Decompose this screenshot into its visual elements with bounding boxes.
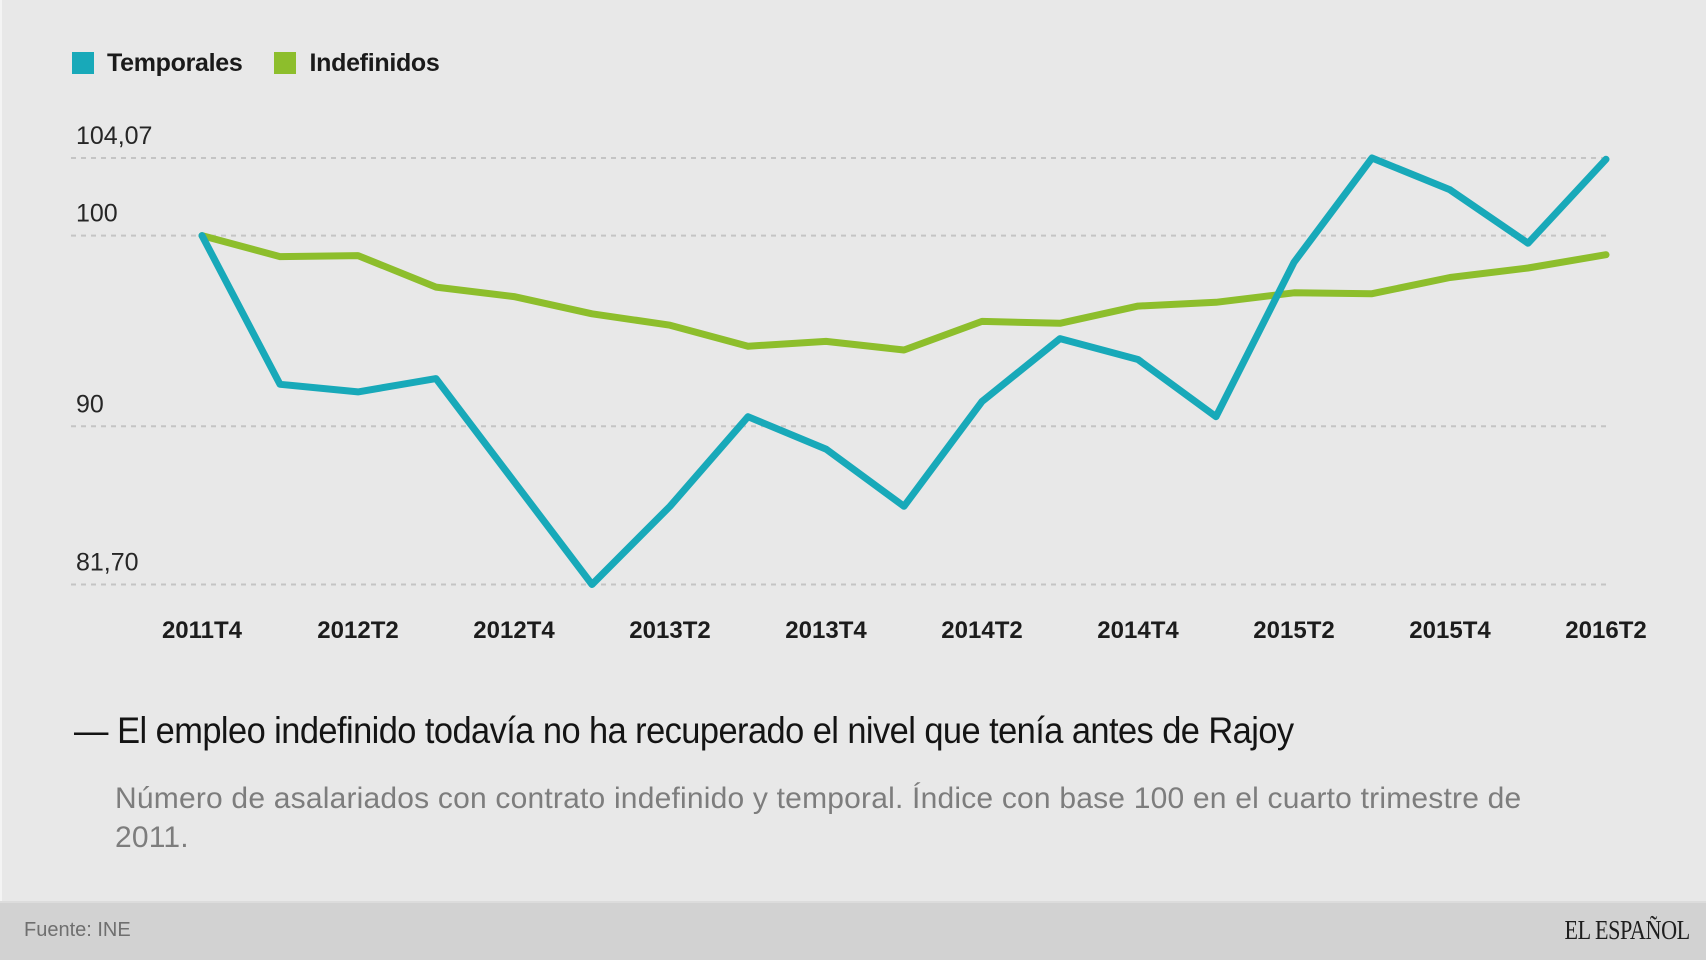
x-tick-label: 2012T2 (317, 617, 398, 644)
x-tick-label: 2011T4 (162, 617, 243, 644)
legend-label-temporales: Temporales (107, 48, 243, 77)
legend-item-indefinidos: Indefinidos (274, 48, 440, 78)
legend-swatch-indefinidos (274, 52, 297, 74)
chart-panel: Temporales Indefinidos 104,07 100 90 81,70 … (0, 0, 1647, 901)
x-tick-label: 2014T4 (1097, 617, 1179, 644)
y-axis-ticks: 104,07 100 90 81,70 (76, 122, 152, 577)
series-lines (198, 154, 1610, 588)
title-text: El empleo indefinido todavía no ha recup… (117, 710, 1294, 751)
legend-item-temporales: Temporales (72, 48, 243, 78)
chart-title: — El empleo indefinido todavía no ha recu… (74, 710, 1423, 752)
gridlines (71, 157, 1608, 586)
footer: Fuente: INE EL ESPAÑOL (0, 901, 1706, 960)
legend: Temporales Indefinidos (72, 48, 472, 78)
legend-label-indefinidos: Indefinidos (309, 48, 440, 77)
source-note: Fuente: INE (24, 919, 131, 941)
line-chart: 104,07 100 90 81,70 2011T4 2012T2 2012T4 2013T… (71, 122, 1647, 644)
chart-subtitle: Número de asalariados con contrato indef… (115, 782, 1522, 854)
legend-swatch-temporales (72, 52, 94, 74)
y-tick-label: 81,70 (76, 549, 139, 577)
x-tick-label: 2013T4 (785, 617, 867, 644)
series-line-temporales (198, 154, 1610, 588)
y-tick-label: 90 (76, 390, 104, 418)
y-tick-label: 100 (76, 200, 118, 228)
brand-logo: EL ESPAÑOL (1564, 915, 1691, 945)
x-tick-label: 2014T2 (941, 617, 1022, 644)
title-dash: — (74, 710, 108, 751)
x-tick-label: 2012T4 (473, 617, 555, 644)
x-tick-label: 2013T2 (629, 617, 710, 644)
series-line-indefinidos (198, 232, 1610, 354)
x-tick-label: 2015T4 (1409, 617, 1491, 644)
x-axis-ticks: 2011T4 2012T2 2012T4 2013T2 2013T4 2014T2 2014… (162, 617, 1647, 644)
y-tick-label: 104,07 (76, 122, 152, 150)
x-tick-label: 2016T2 (1565, 617, 1646, 644)
x-tick-label: 2015T2 (1253, 617, 1334, 644)
